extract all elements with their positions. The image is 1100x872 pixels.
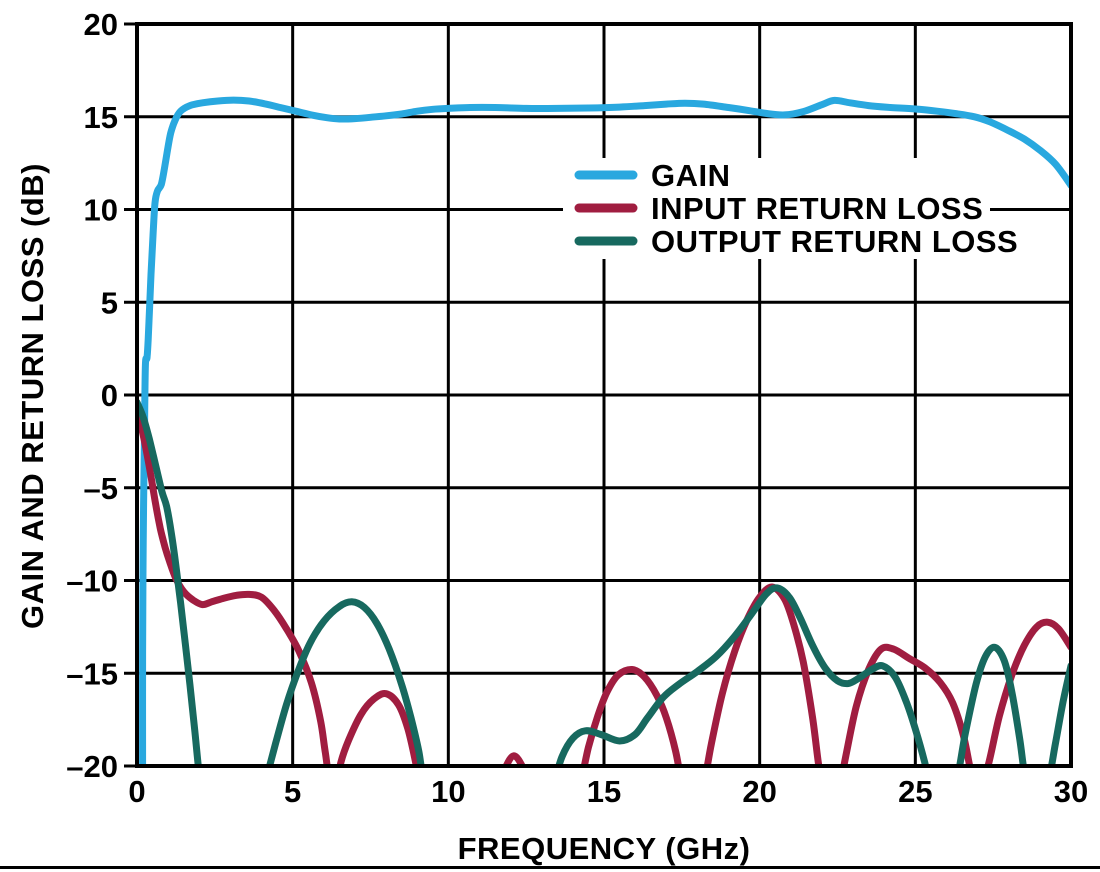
legend-label: INPUT RETURN LOSS [651,191,983,226]
x-axis-title: FREQUENCY (GHz) [457,831,751,866]
x-tick-label: 0 [128,774,145,809]
series-output-return-loss [139,399,1069,764]
x-tick-label: 15 [587,774,621,809]
x-tick-label: 30 [1054,774,1088,809]
y-tick-label: 10 [84,193,118,228]
bottom-rule [0,866,1100,869]
y-axis-ticks [124,22,137,768]
y-tick-label: 0 [101,378,118,413]
y-tick-label: 15 [84,100,118,135]
y-tick-label: –5 [84,471,118,506]
series-gain [139,96,1069,764]
y-axis-title: GAIN AND RETURN LOSS (dB) [15,163,50,629]
x-tick-label: 10 [431,774,465,809]
legend-label: OUTPUT RETURN LOSS [651,224,1018,259]
tick-labels: 20 15 10 5 0 –5 –10 –15 –20 0 5 10 15 20 25 30 [66,7,1088,809]
series-curves [139,96,1069,764]
y-tick-label: –15 [66,656,118,691]
legend-label: GAIN [651,158,731,193]
y-tick-label: 5 [101,285,118,320]
y-tick-label: –20 [66,749,118,784]
x-tick-label: 5 [284,774,301,809]
gridlines [135,22,1073,768]
x-tick-label: 25 [898,774,932,809]
y-tick-label: –10 [66,564,118,599]
y-tick-label: 20 [84,7,118,42]
x-tick-label: 20 [742,774,776,809]
plot-frame [135,22,1073,768]
